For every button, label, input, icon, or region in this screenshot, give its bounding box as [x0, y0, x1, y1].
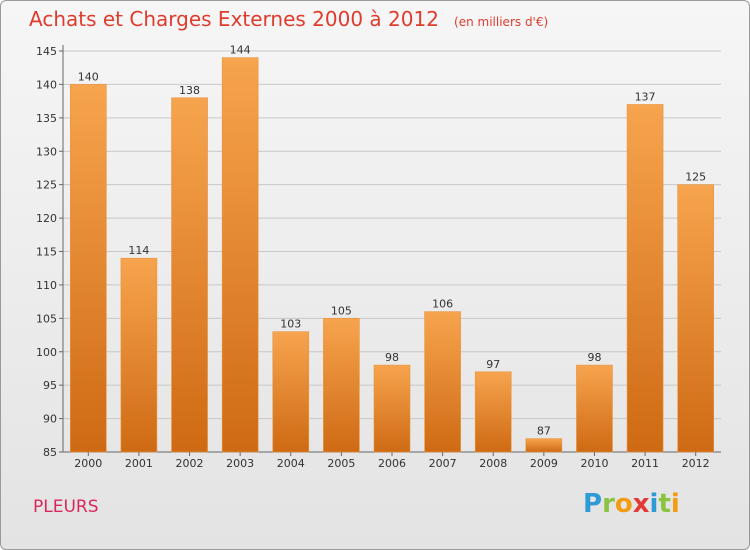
labels: 85 90 95 100 105 110 115 120 125 130 135 140 145 140 2… [36, 44, 710, 470]
y-tick-label: 140 [36, 78, 57, 91]
y-tick-label: 110 [36, 279, 57, 292]
x-tick-label: 2001 [125, 457, 153, 470]
bar-outline [120, 257, 158, 453]
bar [677, 184, 714, 452]
y-tick-label: 100 [36, 346, 57, 359]
bar [323, 318, 360, 452]
bar-outline [626, 104, 664, 453]
x-tick-label: 2006 [378, 457, 406, 470]
chart-title: Achats et Charges Externes 2000 à 2012 [29, 7, 439, 31]
x-tick-label: 2012 [682, 457, 710, 470]
data-label: 140 [78, 70, 99, 83]
logo-letter: r [602, 489, 615, 519]
data-label: 106 [432, 298, 453, 311]
x-tick-label: 2004 [277, 457, 305, 470]
logo-letter: x [632, 489, 650, 519]
bar-outline [221, 57, 259, 453]
bar-outline [373, 364, 411, 453]
data-label: 103 [280, 318, 301, 331]
bar [120, 258, 157, 452]
logo-letter: o [614, 489, 633, 519]
bar [272, 331, 309, 452]
y-tick-label: 115 [36, 246, 57, 259]
x-tick-label: 2011 [631, 457, 659, 470]
data-label: 138 [179, 84, 200, 97]
bar-outline [323, 318, 360, 453]
bar-outline [424, 311, 461, 453]
proxiti-logo: Proxiti [583, 489, 680, 519]
bar-outline [70, 84, 107, 453]
bars [70, 57, 714, 453]
logo-letter: t [658, 489, 671, 519]
bar-outline [272, 331, 310, 453]
data-label: 137 [635, 90, 656, 103]
commune-name: PLEURS [33, 497, 99, 517]
bar [424, 311, 461, 452]
bar [374, 365, 410, 452]
y-tick-label: 95 [43, 379, 57, 392]
x-tick-label: 2000 [74, 457, 102, 470]
data-label: 114 [128, 244, 149, 257]
bar [475, 371, 512, 452]
y-tick-label: 85 [43, 446, 57, 459]
x-tick-label: 2002 [176, 457, 204, 470]
bar-outline [171, 97, 208, 453]
bar [70, 84, 107, 453]
x-tick-label: 2005 [327, 457, 355, 470]
x-tick-label: 2010 [580, 457, 608, 470]
chart-unit: (en milliers d'€) [454, 15, 549, 29]
x-tick-label: 2008 [479, 457, 507, 470]
y-tick-label: 105 [36, 312, 57, 325]
logo-letter: i [670, 489, 680, 519]
data-label: 98 [587, 351, 601, 364]
data-label: 98 [385, 351, 399, 364]
data-label: 144 [230, 44, 251, 57]
y-tick-label: 145 [36, 45, 57, 58]
bar-outline [525, 438, 563, 453]
title-row: Achats et Charges Externes 2000 à 2012 (… [29, 7, 548, 31]
y-tick-label: 90 [43, 413, 57, 426]
data-label: 125 [685, 171, 706, 184]
data-label: 87 [537, 425, 551, 438]
bar [627, 104, 664, 452]
x-tick-label: 2009 [530, 457, 558, 470]
bar-outline [677, 184, 714, 453]
y-tick-label: 135 [36, 112, 57, 125]
y-tick-label: 125 [36, 179, 57, 192]
data-label: 97 [486, 358, 500, 371]
logo-letter: P [583, 489, 603, 519]
logo-letter: i [649, 489, 659, 519]
bar [576, 365, 613, 452]
y-tick-label: 120 [36, 212, 57, 225]
x-tick-label: 2007 [429, 457, 457, 470]
bar [525, 438, 562, 452]
bar-outline [576, 364, 613, 453]
data-label: 105 [331, 304, 352, 317]
bar [222, 57, 259, 452]
bar-outline [474, 371, 512, 453]
x-tick-label: 2003 [226, 457, 254, 470]
y-tick-label: 130 [36, 145, 57, 158]
bar [171, 97, 208, 453]
